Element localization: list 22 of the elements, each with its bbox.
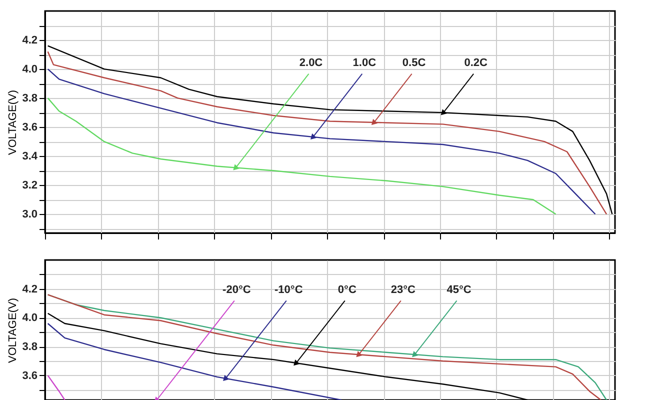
y-tick-label: 4.2 <box>22 283 38 296</box>
annotation: 45°C <box>446 284 472 296</box>
y-tick-label: 3.8 <box>22 341 38 354</box>
annotation: 23°C <box>390 284 416 296</box>
annotation: 2.0C <box>299 56 323 69</box>
annotation: -10°C <box>274 284 303 296</box>
annotation: 1.0C <box>352 56 376 69</box>
y-axis-title: VOLTAGE(V) <box>7 90 20 155</box>
y-tick-label: 4.2 <box>22 34 38 47</box>
y-tick-label: 3.8 <box>22 92 38 105</box>
y-tick-label: 3.2 <box>22 180 38 192</box>
y-tick-label: 3.0 <box>22 208 38 221</box>
y-tick-label: 4.0 <box>22 64 38 76</box>
y-tick-label: 4.0 <box>22 312 38 324</box>
annotation: 0°C <box>338 284 356 296</box>
y-tick-label: 3.6 <box>22 370 38 382</box>
y-tick-label: 3.6 <box>22 122 38 134</box>
y-axis-title: VOLTAGE(V) <box>7 298 20 363</box>
annotation: -20°C <box>222 284 251 296</box>
annotation: 0.5C <box>402 56 426 69</box>
annotation: 0.2C <box>464 56 488 69</box>
y-tick-label: 3.4 <box>22 150 38 163</box>
